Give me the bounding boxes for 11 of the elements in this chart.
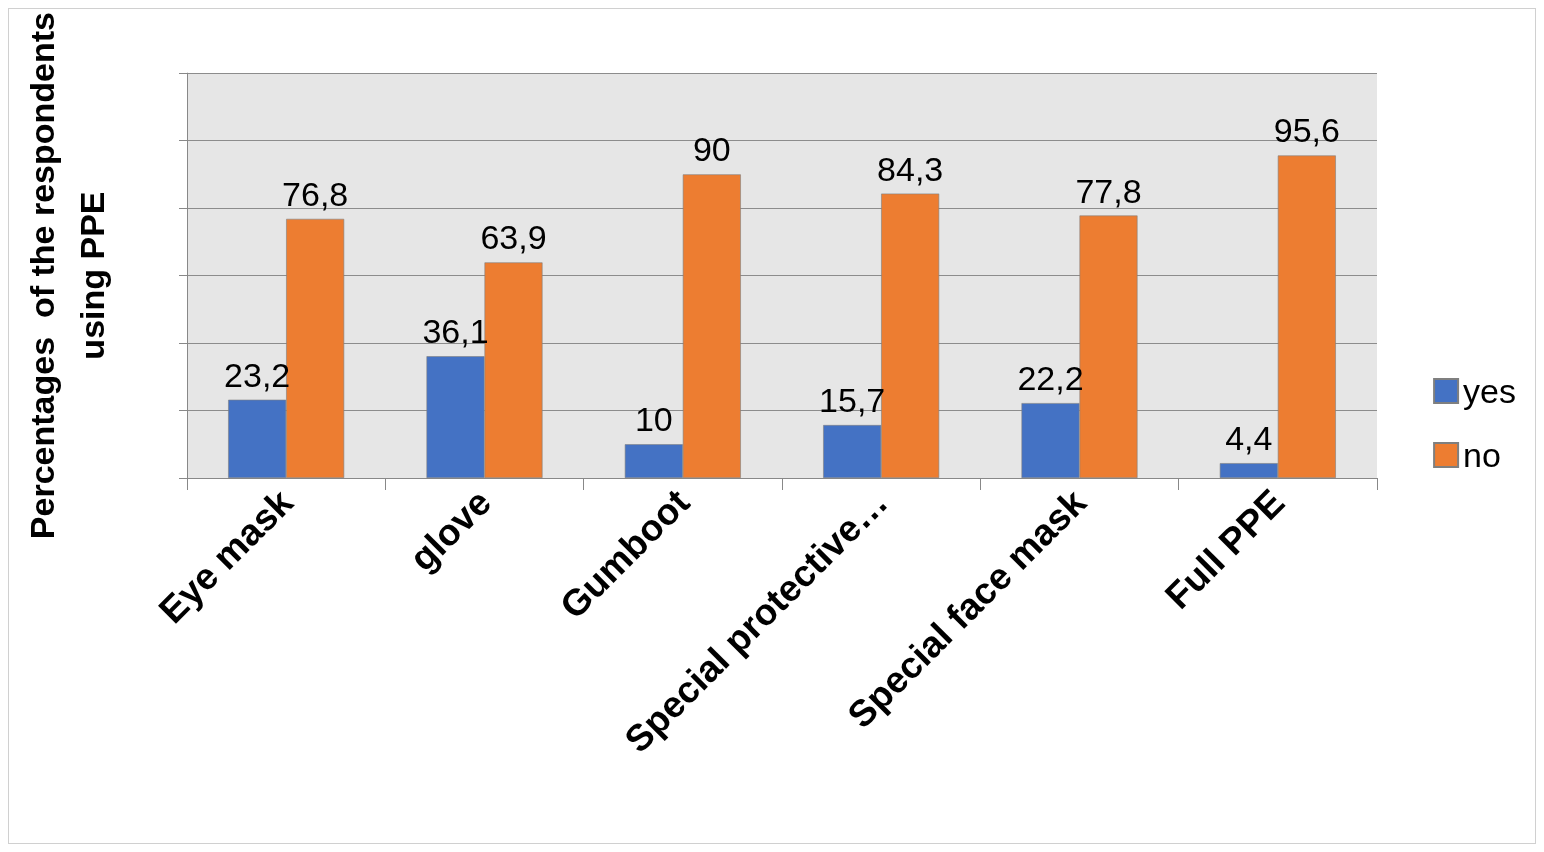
data-label: 76,8	[282, 174, 349, 213]
legend-label: yes	[1463, 372, 1517, 410]
data-label: 84,3	[877, 149, 944, 188]
data-label: 95,6	[1273, 111, 1340, 150]
data-label: 10	[634, 400, 673, 439]
data-label: 4,4	[1225, 419, 1273, 458]
data-label: 63,9	[480, 218, 547, 257]
legend-label: no	[1463, 436, 1501, 474]
data-label: 77,8	[1075, 171, 1142, 210]
y-axis-title: Percentages of the respondents using PPE	[23, 12, 111, 540]
data-label: 90	[692, 130, 731, 169]
